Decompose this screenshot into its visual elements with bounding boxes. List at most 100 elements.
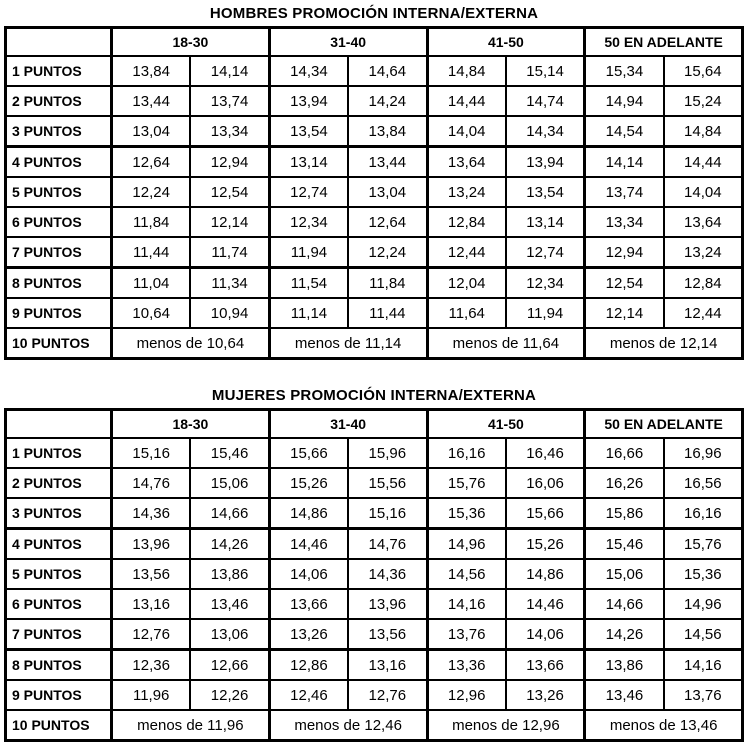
score-cell: 16,06: [504, 467, 586, 499]
score-cell: 12,46: [267, 679, 350, 711]
score-cell: 12,24: [347, 236, 428, 269]
score-cell: 12,44: [425, 236, 507, 269]
score-cell: 13,34: [189, 115, 271, 148]
range-cell: menos de 13,46: [583, 709, 744, 742]
score-cell: 14,46: [504, 588, 586, 620]
score-cell: 14,84: [425, 55, 507, 87]
score-cell: 13,44: [110, 85, 192, 117]
score-cell: 15,46: [583, 527, 665, 560]
score-cell: 14,84: [662, 115, 744, 148]
table-row: 2 PUNTOS 13,44 13,74 13,94 14,24 14,44 14,74 14…: [4, 85, 744, 117]
score-cell: 13,54: [504, 176, 586, 208]
score-cell: 12,84: [662, 266, 744, 299]
score-cell: 15,06: [583, 558, 665, 590]
score-cell: 11,44: [347, 297, 428, 329]
score-cell: 14,34: [504, 115, 586, 148]
score-cell: 10,94: [189, 297, 271, 329]
score-cell: 14,96: [662, 588, 744, 620]
score-cell: 12,26: [189, 679, 271, 711]
score-cell: 13,14: [504, 206, 586, 238]
range-cell: menos de 12,14: [583, 327, 744, 360]
score-cell: 14,44: [425, 85, 507, 117]
score-cell: 11,96: [110, 679, 192, 711]
table-row: 5 PUNTOS 12,24 12,54 12,74 13,04 13,24 13,54 13…: [4, 176, 744, 208]
score-cell: 15,96: [347, 437, 428, 469]
score-cell: 13,96: [347, 588, 428, 620]
table-section-mujeres: MUJERES PROMOCIÓN INTERNA/EXTERNA 18-30 3…: [4, 387, 744, 742]
score-cell: 13,66: [504, 648, 586, 681]
score-cell: 12,36: [110, 648, 192, 681]
row-label: 7 PUNTOS: [4, 618, 113, 651]
table-section-hombres: HOMBRES PROMOCIÓN INTERNA/EXTERNA 18-30 3…: [4, 5, 744, 360]
age-group-header: 50 EN ADELANTE: [583, 26, 744, 57]
age-group-header: 41-50: [425, 408, 586, 439]
score-cell: 14,36: [347, 558, 428, 590]
score-cell: 15,06: [189, 467, 271, 499]
score-cell: 13,56: [347, 618, 428, 651]
score-cell: 13,84: [110, 55, 192, 87]
row-label: 4 PUNTOS: [4, 527, 113, 560]
score-cell: 15,86: [583, 497, 665, 530]
table-body: 1 PUNTOS 15,16 15,46 15,66 15,96 16,16 16,46 16…: [4, 437, 744, 742]
score-cell: 14,44: [662, 145, 744, 178]
score-cell: 12,84: [425, 206, 507, 238]
score-cell: 13,94: [267, 85, 350, 117]
score-cell: 13,04: [110, 115, 192, 148]
score-cell: 15,66: [504, 497, 586, 530]
score-cell: 12,64: [110, 145, 192, 178]
score-cell: 11,84: [347, 266, 428, 299]
row-label: 10 PUNTOS: [4, 709, 113, 742]
score-cell: 11,84: [110, 206, 192, 238]
score-cell: 12,94: [583, 236, 665, 269]
score-cell: 13,34: [583, 206, 665, 238]
score-cell: 13,76: [662, 679, 744, 711]
table-row: 10 PUNTOS menos de 10,64 menos de 11,14 men…: [4, 327, 744, 360]
table-row: 4 PUNTOS 12,64 12,94 13,14 13,44 13,64 13,94 14…: [4, 145, 744, 178]
score-cell: 14,64: [347, 55, 428, 87]
header-row: 18-30 31-40 41-50 50 EN ADELANTE: [4, 408, 744, 439]
score-cell: 11,54: [267, 266, 350, 299]
score-cell: 14,96: [425, 527, 507, 560]
score-cell: 14,76: [347, 527, 428, 560]
score-cell: 13,36: [425, 648, 507, 681]
score-cell: 14,04: [662, 176, 744, 208]
score-cell: 12,54: [189, 176, 271, 208]
score-cell: 13,74: [583, 176, 665, 208]
score-cell: 13,46: [583, 679, 665, 711]
range-cell: menos de 10,64: [110, 327, 271, 360]
table-row: 7 PUNTOS 12,76 13,06 13,26 13,56 13,76 14,06 14…: [4, 618, 744, 651]
score-cell: 14,94: [583, 85, 665, 117]
score-cell: 14,66: [583, 588, 665, 620]
score-cell: 14,14: [189, 55, 271, 87]
score-cell: 10,64: [110, 297, 192, 329]
table-row: 2 PUNTOS 14,76 15,06 15,26 15,56 15,76 16,06 16…: [4, 467, 744, 499]
score-cell: 15,26: [267, 467, 350, 499]
row-label: 3 PUNTOS: [4, 497, 113, 530]
row-label: 5 PUNTOS: [4, 558, 113, 590]
row-label: 7 PUNTOS: [4, 236, 113, 269]
score-cell: 13,24: [662, 236, 744, 269]
age-group-header: 50 EN ADELANTE: [583, 408, 744, 439]
row-label: 4 PUNTOS: [4, 145, 113, 178]
score-cell: 13,64: [425, 145, 507, 178]
score-cell: 14,24: [347, 85, 428, 117]
row-label: 5 PUNTOS: [4, 176, 113, 208]
table-head: 18-30 31-40 41-50 50 EN ADELANTE: [4, 26, 744, 57]
score-cell: 15,14: [504, 55, 586, 87]
age-group-header: 31-40: [267, 408, 428, 439]
table-body: 1 PUNTOS 13,84 14,14 14,34 14,64 14,84 15,14 15…: [4, 55, 744, 360]
score-cell: 12,74: [504, 236, 586, 269]
table-title-mujeres: MUJERES PROMOCIÓN INTERNA/EXTERNA: [211, 387, 537, 404]
score-cell: 12,96: [425, 679, 507, 711]
score-cell: 14,54: [583, 115, 665, 148]
table-row: 3 PUNTOS 14,36 14,66 14,86 15,16 15,36 15,66 15…: [4, 497, 744, 530]
score-cell: 16,66: [583, 437, 665, 469]
score-cell: 15,34: [583, 55, 665, 87]
score-cell: 12,14: [583, 297, 665, 329]
score-cell: 14,86: [504, 558, 586, 590]
score-cell: 12,34: [267, 206, 350, 238]
header-row: 18-30 31-40 41-50 50 EN ADELANTE: [4, 26, 744, 57]
score-cell: 15,46: [189, 437, 271, 469]
score-cell: 13,16: [110, 588, 192, 620]
